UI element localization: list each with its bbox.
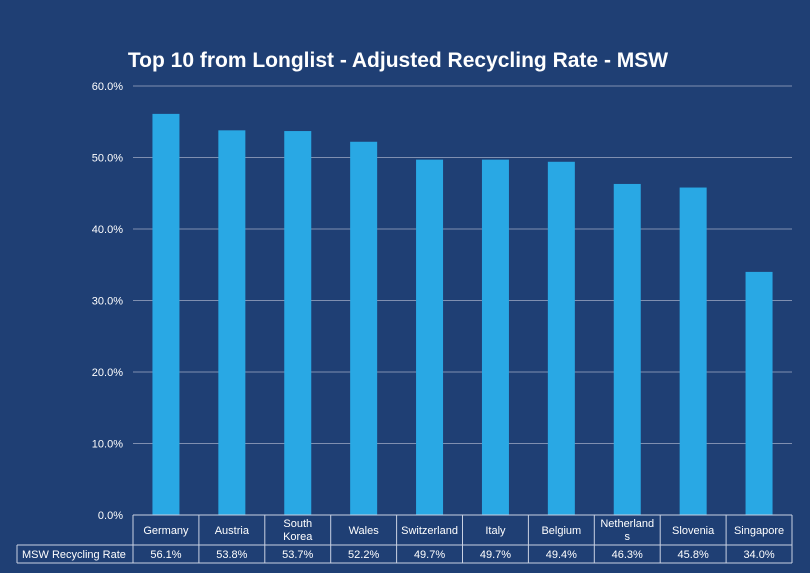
y-tick-label: 60.0% (92, 81, 123, 93)
value-cell: 53.7% (282, 549, 313, 561)
value-cell: 52.2% (348, 549, 379, 561)
value-cell: 45.8% (678, 549, 709, 561)
value-cell: 49.4% (546, 549, 577, 561)
chart-title: Top 10 from Longlist - Adjusted Recyclin… (128, 49, 668, 72)
data-table (16, 514, 793, 564)
category-labels: Germany 56.1% Austria 53.8% South Korea 53.7% W… (143, 518, 784, 561)
bar (350, 141, 378, 515)
value-cell: 49.7% (480, 549, 511, 561)
category-label: Wales (349, 525, 380, 537)
bar (152, 113, 180, 515)
y-tick-label: 50.0% (92, 153, 123, 165)
bar (679, 187, 707, 515)
bar (481, 159, 509, 515)
value-cell: 53.8% (216, 549, 247, 561)
category-label: Italy (485, 525, 506, 537)
value-cell: 49.7% (414, 549, 445, 561)
y-axis-ticks: 0.0% 10.0% 20.0% 30.0% 40.0% 50.0% 60.0% (92, 81, 123, 522)
value-cell: 56.1% (150, 549, 181, 561)
category-label: Slovenia (672, 525, 715, 537)
category-label: Netherland s (600, 518, 654, 543)
y-tick-label: 40.0% (92, 224, 123, 236)
bars (152, 113, 773, 516)
y-tick-label: 30.0% (92, 296, 123, 308)
y-tick-label: 20.0% (92, 367, 123, 379)
category-label: Germany (143, 525, 189, 537)
bar (284, 131, 312, 516)
y-tick-label: 0.0% (98, 510, 123, 522)
category-label: Singapore (734, 525, 784, 537)
category-label: Belgium (541, 525, 581, 537)
bar (218, 130, 246, 515)
y-tick-label: 10.0% (92, 439, 123, 451)
bar (745, 271, 773, 515)
value-cell: 46.3% (612, 549, 643, 561)
bar (547, 161, 575, 516)
category-label: Austria (215, 525, 250, 537)
series-name-label: MSW Recycling Rate (22, 549, 126, 561)
bar (416, 159, 444, 515)
category-label: South Korea (283, 518, 313, 543)
value-cell: 34.0% (743, 549, 774, 561)
bar (613, 183, 641, 515)
category-label: Switzerland (401, 525, 458, 537)
